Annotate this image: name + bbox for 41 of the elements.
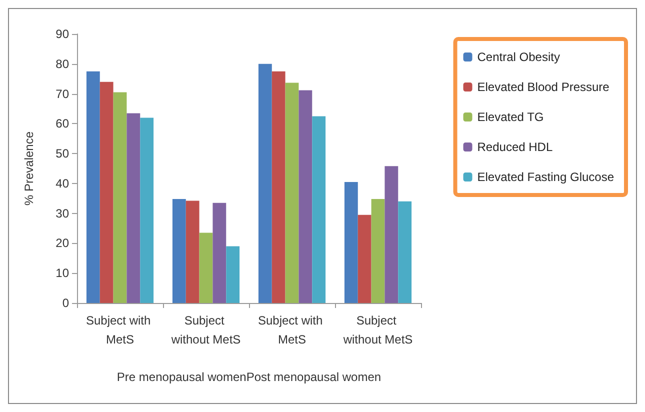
x-tick-label: Subject without MetS (342, 314, 413, 346)
x-tick-label: Subject with MetS (86, 314, 154, 346)
bar (312, 116, 326, 303)
bar (272, 71, 286, 303)
bar (398, 201, 412, 303)
legend-label: Elevated TG (477, 110, 544, 124)
bar (226, 246, 240, 303)
legend-label: Reduced HDL (477, 140, 553, 154)
bar (212, 202, 226, 303)
bar (172, 198, 186, 303)
x-tick-label: Subject without MetS (170, 314, 241, 346)
bar (298, 90, 312, 303)
bar (86, 71, 100, 303)
bar (199, 232, 213, 303)
y-tick-label: 10 (56, 266, 70, 280)
bar (186, 200, 200, 303)
legend-label: Elevated Blood Pressure (477, 80, 610, 94)
y-axis-title: % Prevalence (22, 131, 36, 206)
y-tick-label: 0 (62, 296, 70, 310)
y-tick-label: 90 (56, 27, 70, 41)
bar (285, 82, 299, 303)
bar (100, 82, 114, 303)
y-tick-label: 40 (56, 176, 70, 190)
y-tick-label: 50 (56, 146, 70, 161)
legend-label: Elevated Fasting Glucose (477, 170, 614, 184)
bar (258, 64, 272, 303)
x-axis-title: Pre menopausal womenPost menopausal women (116, 370, 382, 384)
y-tick-label: 30 (56, 206, 70, 220)
bar (358, 214, 372, 303)
legend-label: Central Obesity (477, 50, 560, 64)
bar (113, 92, 127, 303)
bar (344, 182, 358, 303)
y-tick-label: 70 (56, 86, 70, 101)
x-tick-label: Subject with MetS (258, 314, 326, 346)
y-tick-label: 80 (56, 56, 70, 71)
y-tick-label: 20 (56, 236, 70, 250)
bar (384, 166, 398, 303)
bar (371, 198, 385, 303)
y-tick-label: 60 (56, 116, 70, 131)
bar (126, 113, 140, 303)
bar (140, 118, 154, 303)
